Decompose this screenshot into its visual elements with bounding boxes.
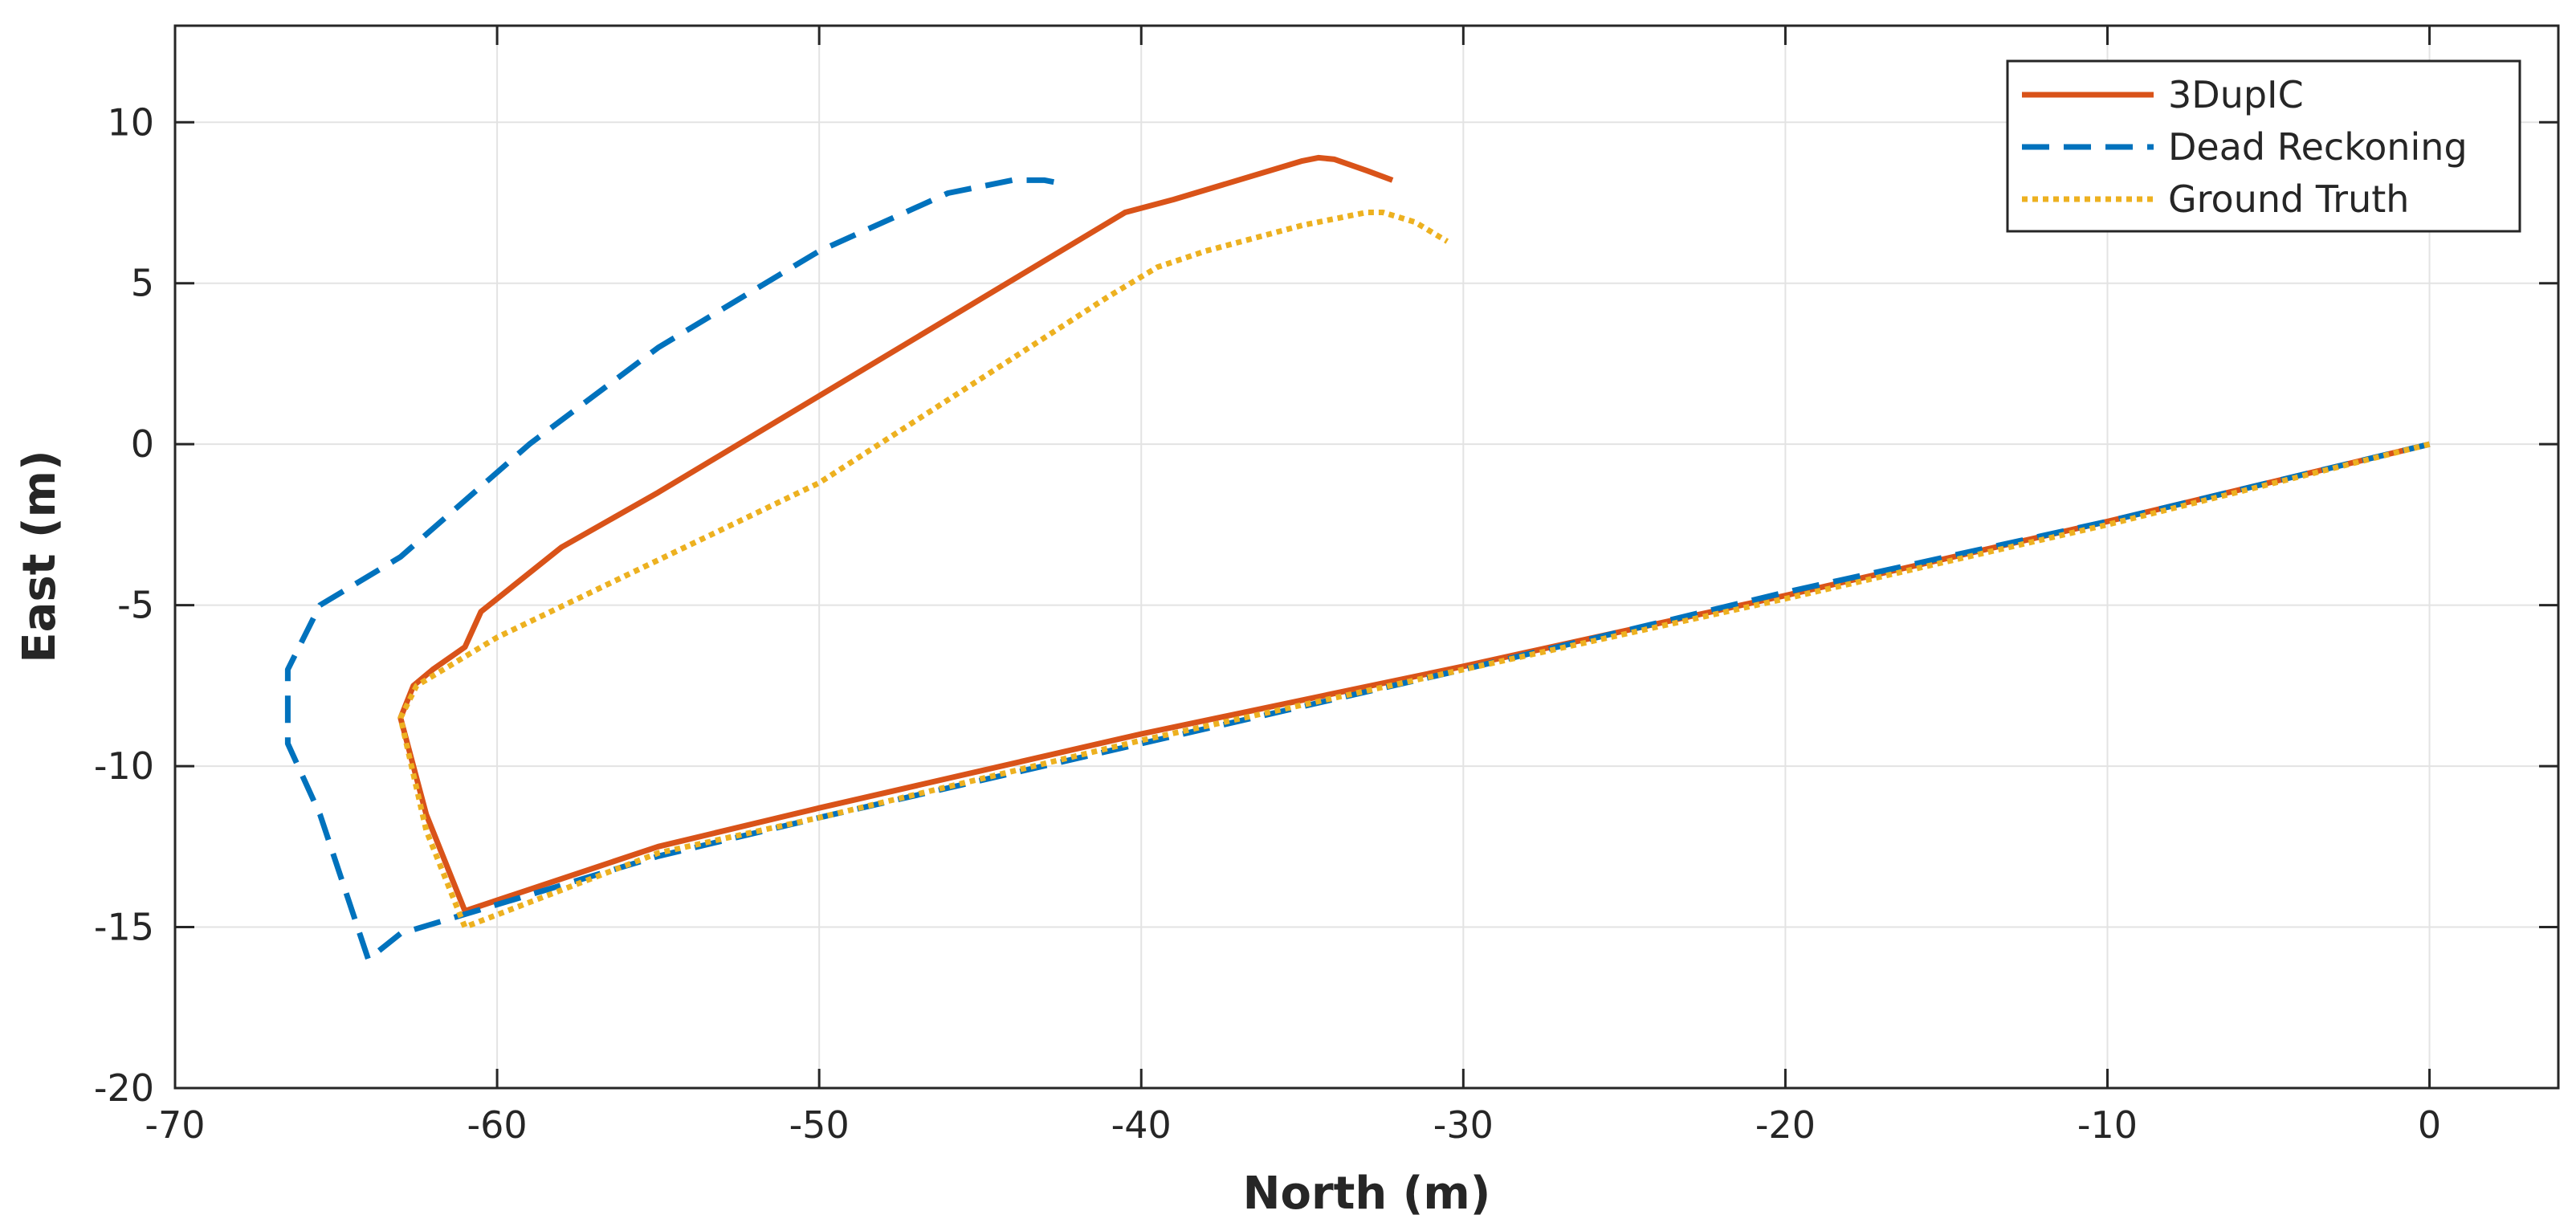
legend-label: Ground Truth bbox=[2168, 177, 2409, 221]
series-line-ground-truth bbox=[397, 210, 2431, 930]
y-tick-label: 10 bbox=[107, 100, 154, 144]
x-tick-label: -30 bbox=[1433, 1103, 1494, 1147]
x-axis-label: North (m) bbox=[1243, 1168, 1491, 1220]
plot-frame bbox=[173, 24, 2560, 1090]
x-tick-label: -50 bbox=[789, 1103, 850, 1147]
y-axis-label: East (m) bbox=[14, 450, 66, 662]
legend-box bbox=[2006, 59, 2521, 233]
x-tick-label: -40 bbox=[1111, 1103, 1172, 1147]
y-tick-label: -10 bbox=[94, 744, 154, 788]
y-tick-label: 5 bbox=[131, 262, 154, 305]
y-tick-label: -20 bbox=[94, 1066, 154, 1110]
legend-label: Dead Reckoning bbox=[2168, 125, 2468, 169]
x-tick-label: 0 bbox=[2418, 1103, 2441, 1147]
x-tick-label: -20 bbox=[1755, 1103, 1816, 1147]
legend-label: 3DupIC bbox=[2168, 73, 2304, 116]
y-tick-label: -15 bbox=[94, 906, 154, 949]
x-tick-label: -60 bbox=[467, 1103, 528, 1147]
series-line-3dupic bbox=[397, 154, 2431, 914]
legend: 3DupIC Dead Reckoning Ground Truth bbox=[2006, 59, 2521, 233]
x-tick-label: -10 bbox=[2077, 1103, 2138, 1147]
y-tick-label: 0 bbox=[131, 422, 154, 466]
x-tick-label: -70 bbox=[145, 1103, 205, 1147]
y-tick-label: -5 bbox=[117, 584, 154, 627]
series-group bbox=[284, 154, 2431, 963]
series-line-dead-reckoning bbox=[284, 177, 2431, 963]
